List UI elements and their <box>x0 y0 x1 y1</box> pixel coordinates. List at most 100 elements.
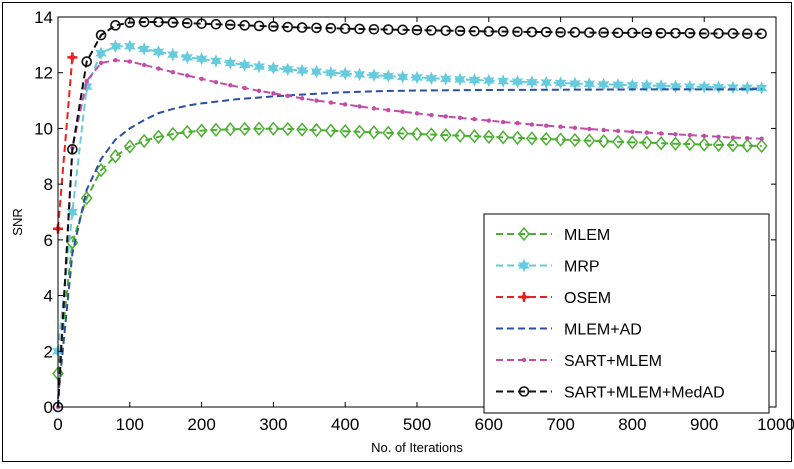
data-point-sart-mlem-medad-47 <box>727 28 739 39</box>
data-point-sart-mlem-medad-6 <box>138 16 150 28</box>
data-point-sart-mlem-medad-23 <box>382 24 394 35</box>
data-point-mlem-30 <box>482 129 495 144</box>
data-point-mrp-32 <box>511 74 524 89</box>
data-point-mlem-27 <box>439 127 452 143</box>
x-tick-label-1000: 1000 <box>757 415 794 434</box>
data-point-sart-mlem-medad-29 <box>469 25 480 37</box>
x-tick-label-100: 100 <box>116 415 144 434</box>
data-point-sart-mlem-medad-24 <box>397 24 408 36</box>
data-point-mrp-38 <box>597 77 610 92</box>
data-point-sart-mlem-21 <box>357 104 362 109</box>
legend-label-mrp: MRP <box>564 259 600 276</box>
data-point-sart-mlem-44 <box>687 132 693 138</box>
data-point-mrp-31 <box>497 74 510 88</box>
x-tick-label-600: 600 <box>475 415 503 434</box>
data-point-sart-mlem-28 <box>457 115 463 121</box>
data-point-mrp-25 <box>411 70 423 85</box>
data-point-sart-mlem-medad-46 <box>713 28 724 39</box>
data-point-sart-mlem-medad-45 <box>698 28 710 39</box>
data-point-sart-mlem-40 <box>630 129 635 134</box>
x-axis-label: No. of Iterations <box>371 440 463 455</box>
series-mlem-ad <box>57 88 762 399</box>
data-point-sart-mlem-38 <box>601 127 606 133</box>
legend-entry-mrp: MRP <box>496 259 600 276</box>
x-tick-label-200: 200 <box>187 415 215 434</box>
legend: MLEM MRP OSEM MLEM+AD SART+MLEM SART+MLEM+Med… <box>483 213 770 414</box>
series-line-sart-mlem-medad <box>57 21 762 408</box>
data-point-mrp-48 <box>741 81 754 95</box>
data-point-sart-mlem-medad-17 <box>296 22 308 33</box>
data-point-sart-mlem-medad-14 <box>253 20 265 32</box>
data-point-mlem-24 <box>396 126 409 141</box>
legend-marker-mlem <box>518 226 530 242</box>
data-point-mlem-35 <box>554 132 567 147</box>
legend-marker-sart-mlem <box>521 357 527 363</box>
data-point-sart-mlem-medad-16 <box>282 21 294 33</box>
data-point-mlem-42 <box>655 136 668 151</box>
series-mrp <box>52 39 768 359</box>
data-point-sart-mlem-16 <box>285 93 290 99</box>
data-point-mrp-49 <box>755 81 768 95</box>
data-point-mlem-19 <box>324 123 337 138</box>
data-point-sart-mlem-10 <box>199 76 204 82</box>
data-point-sart-mlem-49 <box>759 136 764 141</box>
legend-marker-osem-core <box>521 294 527 300</box>
data-point-sart-mlem-47 <box>730 135 736 140</box>
figure-border <box>2 2 792 462</box>
data-point-mlem-46 <box>712 137 725 153</box>
data-point-sart-mlem-medad-26 <box>426 25 437 36</box>
data-point-mlem-23 <box>382 125 395 141</box>
data-point-mlem-49 <box>755 138 768 154</box>
data-point-sart-mlem-18 <box>314 98 319 103</box>
data-point-sart-mlem-20 <box>343 102 348 107</box>
data-point-sart-mlem-medad-44 <box>684 27 696 39</box>
data-point-mrp-27 <box>439 72 452 86</box>
data-point-mrp-2 <box>80 79 93 94</box>
data-point-sart-mlem-29 <box>472 117 477 122</box>
data-point-sart-mlem-32 <box>515 120 520 126</box>
data-point-mrp-28 <box>454 72 466 87</box>
data-point-mlem-11 <box>209 122 222 137</box>
data-point-mlem-16 <box>281 121 294 137</box>
data-point-sart-mlem-medad-37 <box>584 27 595 38</box>
data-point-mlem-2 <box>80 190 93 206</box>
data-point-sart-mlem-medad-18 <box>311 22 322 34</box>
data-point-sart-mlem-12 <box>228 83 233 88</box>
data-point-sart-mlem-27 <box>443 114 448 119</box>
data-point-sart-mlem-medad-38 <box>598 27 609 38</box>
x-tick-label-800: 800 <box>618 415 646 434</box>
data-point-mlem-44 <box>683 136 696 152</box>
data-point-sart-mlem-48 <box>745 135 750 141</box>
data-point-mlem-25 <box>411 126 423 142</box>
data-point-sart-mlem-medad-11 <box>210 18 222 30</box>
data-point-mlem-47 <box>726 137 739 153</box>
data-point-sart-mlem-medad-25 <box>411 24 423 36</box>
data-point-mrp-8 <box>167 47 179 62</box>
legend-label-mlem-ad: MLEM+AD <box>564 322 642 339</box>
y-tick-label-4: 4 <box>44 287 53 306</box>
data-point-sart-mlem-medad-48 <box>741 28 753 40</box>
data-point-mrp-11 <box>210 54 222 68</box>
data-point-mrp-17 <box>296 63 308 78</box>
data-point-mlem-15 <box>267 121 280 136</box>
data-point-sart-mlem-2 <box>84 78 89 84</box>
data-point-mlem-39 <box>612 134 625 149</box>
data-point-sart-mlem-31 <box>500 119 506 125</box>
data-point-sart-mlem-22 <box>371 106 377 111</box>
data-point-mrp-18 <box>310 64 323 79</box>
data-point-mrp-26 <box>425 71 438 86</box>
axes-layer: 0 100 200 300 400 500 600 700 800 900 1000 0 2 4 6 8 10 1… <box>34 8 794 434</box>
legend-label-mlem: MLEM <box>564 227 610 244</box>
y-tick-label-6: 6 <box>44 231 53 250</box>
data-point-mlem-34 <box>540 131 553 147</box>
series-line-mlem <box>57 127 762 374</box>
data-point-mlem-5 <box>123 139 136 154</box>
data-point-sart-mlem-medad-20 <box>339 23 351 35</box>
data-point-mlem-17 <box>296 122 309 137</box>
data-point-sart-mlem-30 <box>486 118 491 123</box>
data-point-mlem-20 <box>339 124 352 139</box>
data-point-mlem-38 <box>597 134 610 149</box>
x-tick-label-700: 700 <box>546 415 574 434</box>
x-tick-label-500: 500 <box>403 415 431 434</box>
data-point-sart-mlem-11 <box>213 79 219 85</box>
